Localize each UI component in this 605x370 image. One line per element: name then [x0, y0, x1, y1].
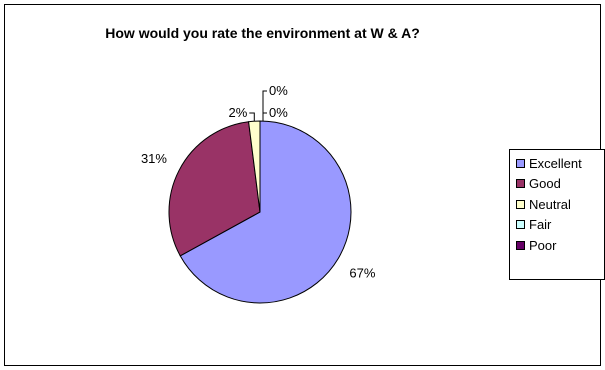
data-label-fair: 0% — [269, 83, 288, 98]
legend-item-fair: Fair — [516, 215, 604, 236]
data-label-poor: 0% — [269, 105, 288, 120]
data-label-good: 31% — [141, 151, 167, 166]
legend-swatch-fair — [516, 220, 525, 230]
legend-label: Poor — [529, 237, 557, 253]
legend-label: Good — [529, 176, 561, 192]
pie-chart: 67% 31% 2% 0% 0% — [141, 83, 376, 304]
legend-swatch-excellent — [516, 158, 525, 168]
data-label-excellent: 67% — [349, 266, 375, 281]
data-label-neutral: 2% — [228, 105, 247, 120]
pie-slice-excellent — [179, 120, 352, 304]
legend-item-poor: Poor — [516, 235, 604, 256]
chart-area: How would you rate the environment at W … — [4, 4, 605, 366]
legend-label: Fair — [529, 217, 552, 233]
pie-slice-neutral — [248, 120, 261, 213]
leader-line-poor — [262, 112, 267, 121]
chart-title: How would you rate the environment at W … — [105, 25, 420, 41]
legend-label: Excellent — [529, 155, 582, 171]
legend-swatch-good — [516, 179, 525, 189]
legend-item-neutral: Neutral — [516, 194, 604, 215]
legend-swatch-neutral — [516, 199, 525, 209]
legend-item-excellent: Excellent — [516, 153, 604, 174]
legend-item-good: Good — [516, 174, 604, 195]
legend-label: Neutral — [529, 196, 571, 212]
leader-line-fair — [262, 90, 267, 121]
leader-line-neutral — [249, 112, 255, 122]
chart-legend: Excellent Good Neutral Fair Poor — [509, 149, 605, 280]
legend-swatch-poor — [516, 240, 525, 250]
pie-slice-good — [168, 121, 261, 257]
